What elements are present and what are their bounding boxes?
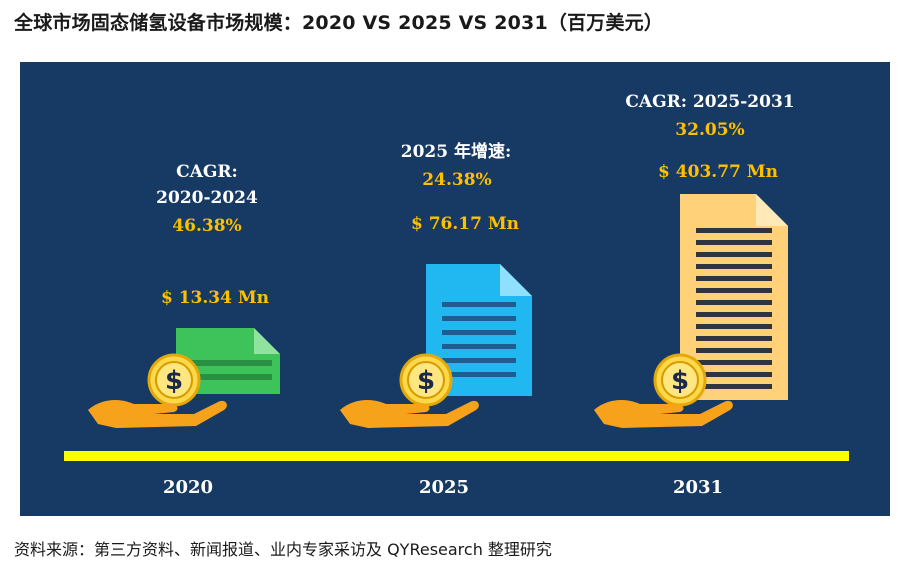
baseline-bar bbox=[64, 451, 849, 461]
document-icon-2025 bbox=[426, 264, 532, 396]
value-label-2031: $ 403.77 Mn bbox=[658, 162, 778, 182]
chart-panel: $ $ $ CAGR: 2020-2024 46.38% 2025 年增速: 2… bbox=[20, 62, 890, 516]
coin-hand-icon-2020: $ bbox=[88, 353, 227, 428]
growth-rate-2031: 32.05% bbox=[675, 120, 745, 140]
document-icon-2020 bbox=[176, 328, 280, 394]
document-icon-2031 bbox=[680, 194, 788, 400]
chart-title: 全球市场固态储氢设备市场规模：2020 VS 2025 VS 2031（百万美元… bbox=[14, 12, 664, 34]
year-label-2020: 2020 bbox=[162, 477, 214, 498]
growth-rate-2025: 24.38% bbox=[422, 170, 492, 190]
svg-text:$: $ bbox=[417, 366, 435, 396]
source-note: 资料来源：第三方资料、新闻报道、业内专家采访及 QYResearch 整理研究 bbox=[14, 540, 552, 559]
growth-title-2031: CAGR: 2025-2031 bbox=[625, 92, 795, 112]
svg-text:$: $ bbox=[671, 366, 689, 396]
growth-rate-2020: 46.38% bbox=[172, 216, 242, 236]
value-label-2020: $ 13.34 Mn bbox=[160, 288, 270, 308]
year-label-2025: 2025 bbox=[418, 477, 470, 498]
growth-title-2020: CAGR: bbox=[176, 162, 238, 182]
value-label-2025: $ 76.17 Mn bbox=[410, 214, 520, 234]
coin-hand-icon-2025: $ bbox=[340, 353, 479, 428]
svg-text:$: $ bbox=[165, 366, 183, 396]
growth-title-2025: 2025 年增速: bbox=[400, 142, 512, 162]
growth-subtitle-2020: 2020-2024 bbox=[156, 188, 258, 208]
coin-hand-icon-2031: $ bbox=[594, 353, 733, 428]
year-label-2031: 2031 bbox=[672, 477, 724, 498]
